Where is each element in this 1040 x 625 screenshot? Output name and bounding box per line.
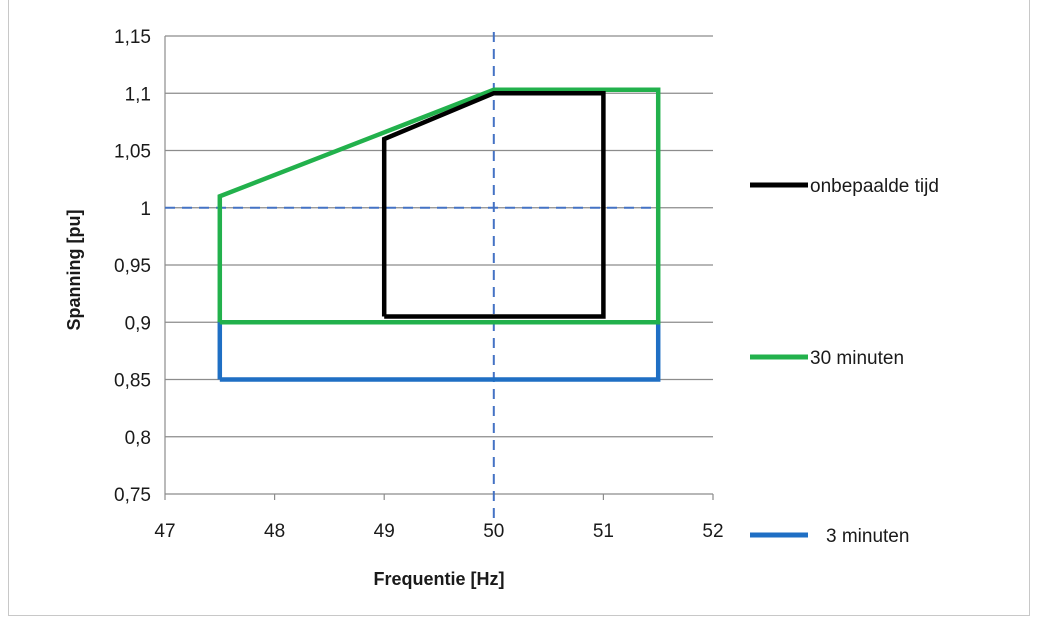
plot-area <box>164 36 714 500</box>
y-axis-ticks: 0,75 0,8 0,85 0,9 0,95 1 1,05 1,1 1,15 <box>114 27 151 506</box>
y-tick-label: 0,85 <box>114 371 151 392</box>
series-onbepaalde-tijd <box>381 90 606 319</box>
x-tick-label: 52 <box>702 521 723 542</box>
y-tick-label: 0,95 <box>114 256 151 277</box>
reference-lines <box>165 32 657 520</box>
series-3-minuten <box>217 319 661 382</box>
legend: onbepaalde tijd 30 minuten 3 minuten <box>750 176 939 547</box>
x-tick-label: 48 <box>264 521 285 542</box>
y-tick-label: 1 <box>140 199 151 220</box>
x-axis-label: Frequentie [Hz] <box>373 569 504 589</box>
x-tick-label: 47 <box>154 521 175 542</box>
chart-frame <box>8 0 1030 616</box>
series-30-minuten <box>217 87 661 325</box>
x-tick-label: 49 <box>374 521 395 542</box>
x-axis-ticks: 47 48 49 50 51 52 <box>154 521 723 542</box>
legend-label: onbepaalde tijd <box>810 176 939 197</box>
y-tick-label: 0,8 <box>125 428 151 449</box>
y-axis-label: Spanning [pu] <box>64 210 84 331</box>
grid-lines <box>165 35 713 495</box>
legend-label: 30 minuten <box>810 348 904 369</box>
y-tick-label: 1,15 <box>114 27 151 48</box>
y-tick-label: 0,75 <box>114 485 151 506</box>
series-group <box>217 87 661 382</box>
y-tick-label: 0,9 <box>125 313 151 334</box>
x-tick-label: 50 <box>483 521 504 542</box>
legend-label: 3 minuten <box>826 526 909 547</box>
x-tick-label: 51 <box>593 521 614 542</box>
y-tick-label: 1,05 <box>114 142 151 163</box>
y-tick-label: 1,1 <box>125 84 151 105</box>
